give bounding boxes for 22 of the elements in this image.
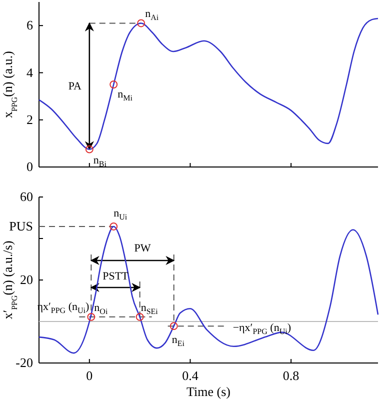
y-tick-label: -20 <box>16 355 33 370</box>
y-tick-label: 4 <box>26 64 34 80</box>
annotation: PA <box>68 80 82 92</box>
y-tick-label: 20 <box>20 272 33 288</box>
y-tick-label: PUS <box>9 218 33 234</box>
annotation: n$_{Ai}$ <box>145 8 160 23</box>
annotation: n$_{Mi}$ <box>118 88 134 103</box>
y-tick-label: 60 <box>20 189 33 204</box>
x-tick-label: 0.4 <box>182 368 199 384</box>
annotation: n$_{Ei}$ <box>172 334 186 348</box>
annotation: PW <box>134 242 152 254</box>
x-tick-label: 0 <box>86 368 93 384</box>
y-tick-label: 6 <box>26 18 34 33</box>
x-axis-title: Time (s) <box>186 384 230 399</box>
annotation: n$_{Bi}$ <box>93 154 108 169</box>
annotation: n$_{Oi}$ <box>94 301 108 316</box>
annotation: PSTT <box>102 270 129 282</box>
y-tick-label: 0 <box>26 159 33 174</box>
x-tick-label: 0.8 <box>282 368 300 384</box>
annotation: n$_{Ui}$ <box>114 206 128 222</box>
annotation: n$_{SEi}$ <box>140 301 159 316</box>
y-tick-label: 2 <box>26 112 33 128</box>
